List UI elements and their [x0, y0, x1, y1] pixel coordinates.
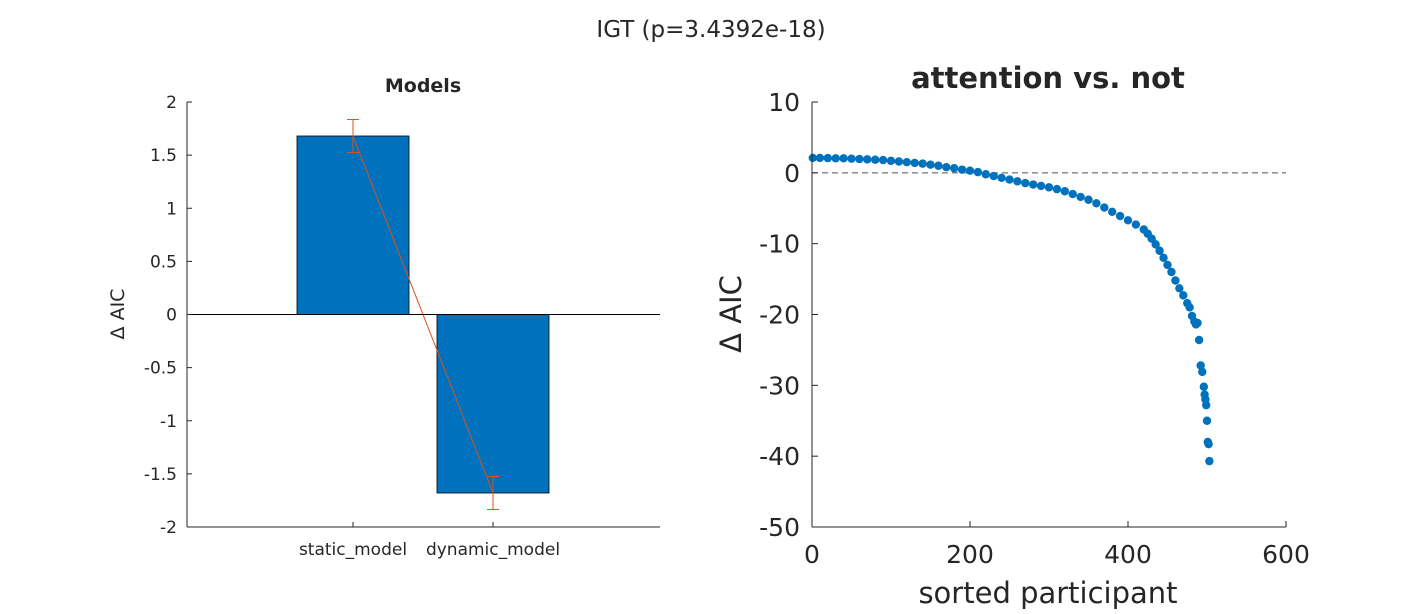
scatter-point: [1013, 177, 1022, 186]
scatter-point: [1194, 335, 1204, 345]
x-tick-label: 600: [1262, 540, 1310, 569]
x-tick-label: dynamic_model: [426, 540, 560, 560]
scatter-point: [1193, 318, 1202, 328]
scatter-point: [1036, 181, 1046, 191]
scatter-point: [1115, 211, 1125, 221]
scatter-point: [1131, 220, 1141, 229]
bar-series: [296, 119, 550, 510]
scatter-point: [1052, 184, 1062, 194]
y-tick-label: -40: [759, 442, 800, 471]
scatter-point: [1185, 303, 1194, 312]
scatter-point: [926, 160, 935, 169]
scatter-point: [808, 153, 817, 163]
scatter-point: [1005, 175, 1014, 184]
scatter-point: [1029, 180, 1038, 189]
scatter-point: [1092, 199, 1101, 208]
scatter-point: [950, 164, 959, 173]
scatter-point: [910, 158, 919, 168]
scatter-point: [1202, 400, 1211, 410]
scatter-point: [1068, 189, 1077, 199]
y-tick-label: -2: [160, 518, 177, 538]
y-tick-label: -50: [759, 513, 800, 542]
y-tick-label: -1: [160, 412, 177, 432]
y-tick-label: -20: [759, 301, 800, 330]
y-tick-label: 1: [166, 199, 177, 219]
figure-title: IGT (p=3.4392e-18): [596, 17, 825, 43]
scatter-point: [1179, 291, 1188, 300]
scatter-point: [839, 154, 848, 163]
x-tick-label: 200: [946, 540, 994, 569]
scatter-point: [1044, 183, 1054, 192]
bar-chart-title: Models: [385, 75, 461, 97]
scatter-point: [902, 158, 911, 167]
x-tick-label: static_model: [299, 540, 407, 560]
y-tick-label: 0.5: [150, 252, 177, 272]
y-tick-label: 10: [768, 88, 800, 117]
errorbar-dynamic_model: [487, 476, 499, 510]
scatter-point: [823, 153, 832, 163]
scatter-point: [957, 165, 967, 174]
y-tick-label: 1.5: [150, 146, 177, 166]
x-tick-label: 0: [804, 540, 820, 569]
scatter-point: [1155, 246, 1164, 255]
scatter-point: [1100, 203, 1109, 212]
scatter-point: [1021, 178, 1030, 188]
bar-chart-ylabel: Δ AIC: [107, 289, 129, 340]
scatter-point: [1202, 416, 1212, 425]
scatter-point: [1196, 361, 1205, 370]
y-tick-label: 2: [166, 93, 177, 113]
scatter-point: [973, 167, 983, 177]
scatter-point: [997, 173, 1006, 182]
bar-chart-axes: 2 1.5 1 0.5 0 -0.5 -1 -1.5 -2 static_model dynamic…: [144, 93, 660, 560]
y-tick-label: -0.5: [144, 359, 177, 379]
scatter-point: [1199, 382, 1209, 391]
scatter-point: [878, 155, 888, 165]
scatter-point: [965, 166, 975, 175]
scatter-point: [847, 154, 856, 163]
scatter-chart-axes: 100-10-20-30-40-500 200 400 600: [759, 88, 1310, 569]
y-tick-label: 0: [166, 306, 177, 326]
scatter-chart-xlabel: sorted participant: [918, 576, 1177, 610]
scatter-point: [1198, 367, 1207, 377]
scatter-point: [1084, 195, 1093, 204]
scatter-point: [942, 162, 951, 172]
scatter-point: [886, 156, 896, 165]
errorbar-static_model: [347, 119, 359, 153]
y-tick-label: 0: [784, 159, 800, 188]
scatter-point: [863, 155, 872, 164]
bar-chart-panel: Models 2 1.5 1 0.5 0 -0.5 -1 -1.5 -2 static_model…: [107, 75, 660, 560]
scatter-point: [1171, 276, 1180, 285]
scatter-series: [808, 153, 1214, 466]
scatter-chart-ylabel: Δ AIC: [714, 275, 748, 353]
scatter-point: [1123, 216, 1133, 225]
x-tick-label: 400: [1104, 540, 1152, 569]
y-tick-label: -10: [759, 230, 800, 259]
scatter-point: [1167, 267, 1176, 277]
scatter-point: [981, 170, 990, 179]
scatter-chart-title: attention vs. not: [911, 61, 1185, 95]
y-tick-label: -1.5: [144, 465, 177, 485]
scatter-point: [1159, 253, 1168, 263]
scatter-point: [831, 154, 840, 163]
scatter-point: [1108, 207, 1117, 216]
y-tick-label: -30: [759, 371, 800, 400]
scatter-point: [1076, 192, 1085, 202]
scatter-point: [918, 159, 927, 168]
scatter-point: [1151, 240, 1160, 249]
scatter-point: [855, 154, 864, 164]
scatter-chart-panel: attention vs. not 100-10-20-30-40-500 200…: [714, 61, 1310, 610]
bar-static_model: [296, 135, 410, 315]
scatter-point: [934, 161, 943, 170]
scatter-point: [989, 171, 998, 181]
scatter-point: [871, 155, 880, 164]
bar-dynamic_model: [436, 314, 550, 494]
scatter-point: [1205, 456, 1214, 466]
scatter-point: [1163, 260, 1172, 270]
scatter-point: [1204, 439, 1213, 449]
scatter-point: [894, 157, 904, 166]
scatter-point: [1175, 284, 1184, 293]
scatter-point: [1060, 187, 1070, 196]
scatter-point: [815, 153, 825, 163]
